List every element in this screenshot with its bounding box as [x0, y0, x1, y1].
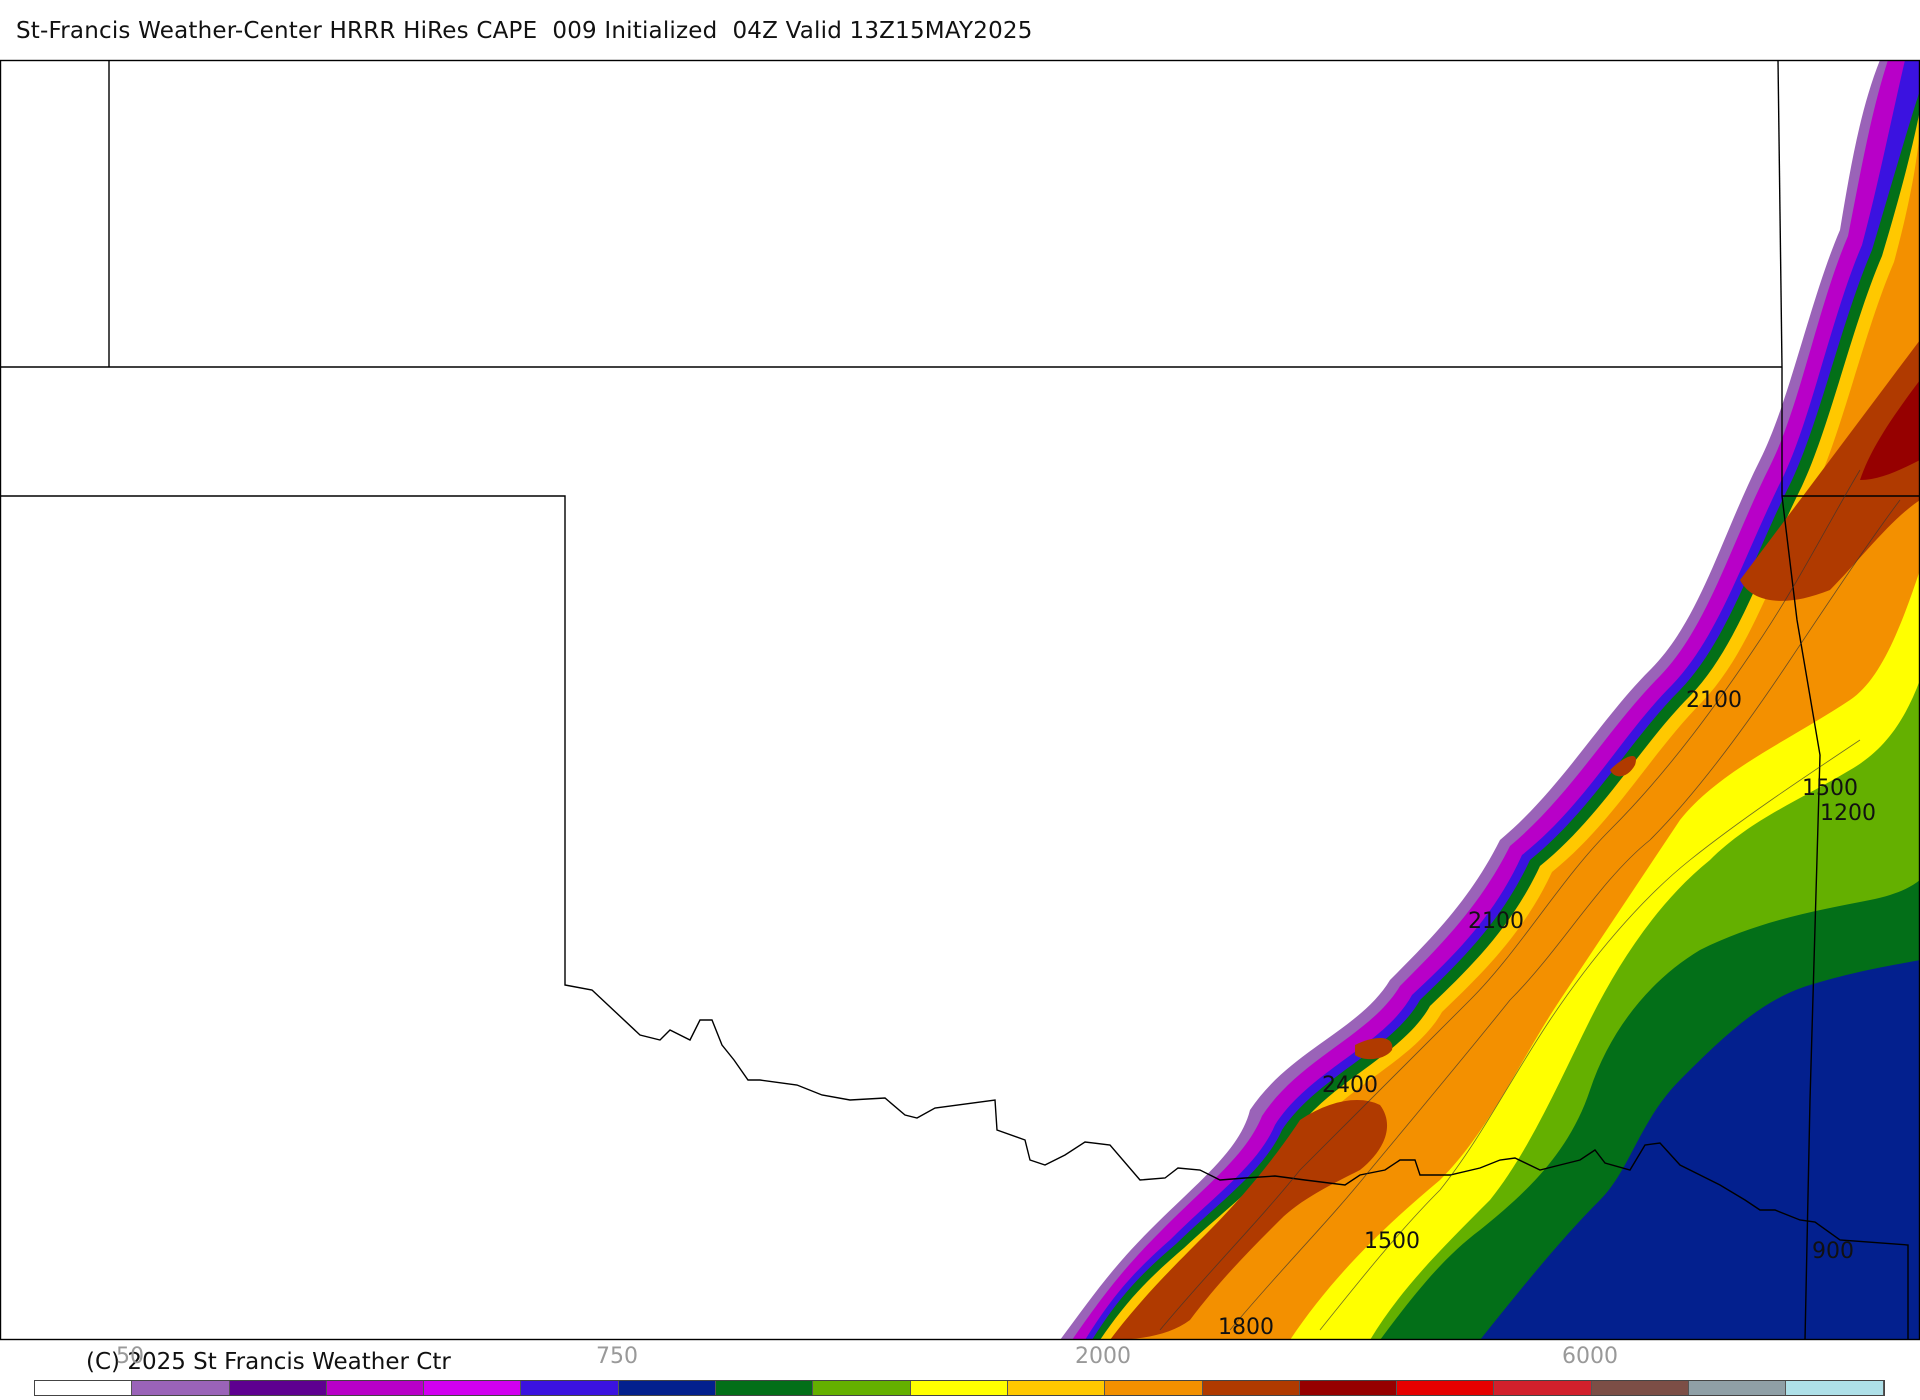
- contour-label-2100-mid: 2100: [1468, 909, 1524, 934]
- colorbar-tick-50: 50: [116, 1344, 144, 1369]
- max-small: [1610, 755, 1636, 777]
- contour-label-1800: 1800: [1218, 1315, 1274, 1340]
- contour-labels: 2100 1500 1200 2100 2400 1500 900 1800: [1218, 688, 1876, 1340]
- max-south: [1110, 1100, 1388, 1340]
- cape-shading: [1060, 60, 1920, 1340]
- map-title: St-Francis Weather-Center HRRR HiRes CAP…: [16, 18, 1033, 44]
- contour-label-900: 900: [1812, 1239, 1854, 1264]
- colorbar-swatch-7: [716, 1381, 814, 1395]
- colorbar-swatch-14: [1397, 1381, 1495, 1395]
- max-mid: [1355, 1038, 1393, 1060]
- colorbar-tick-750: 750: [596, 1344, 638, 1369]
- colorbar-swatch-9: [910, 1381, 1008, 1395]
- colorbar-tick-2000: 2000: [1075, 1344, 1131, 1369]
- contour-label-2400: 2400: [1322, 1073, 1378, 1098]
- colorbar-swatch-15: [1494, 1381, 1592, 1395]
- copyright-text: (C) 2025 St Francis Weather Ctr: [86, 1349, 451, 1375]
- state-line-panhandle: [0, 495, 1909, 1340]
- state-line-east: [1781, 367, 1821, 1341]
- colorbar-swatch-16: [1591, 1381, 1690, 1395]
- colorbar-swatch-8: [813, 1381, 911, 1395]
- max-north: [1740, 340, 1920, 601]
- contour-label-1500-south: 1500: [1364, 1229, 1420, 1254]
- band-blue: [1480, 960, 1920, 1340]
- colorbar-swatch-4: [424, 1381, 522, 1395]
- colorbar-swatch-12: [1202, 1381, 1300, 1395]
- cape-colorbar: [34, 1380, 1885, 1396]
- colorbar-swatch-6: [618, 1381, 717, 1395]
- colorbar-swatch-1: [132, 1381, 230, 1395]
- contour-lines: [1159, 469, 1901, 1331]
- contour-label-2100-north: 2100: [1686, 688, 1742, 713]
- colorbar-swatch-18: [1786, 1381, 1884, 1395]
- colorbar-swatch-0: [35, 1381, 133, 1395]
- contour-label-1500-east: 1500: [1802, 776, 1858, 801]
- colorbar-swatch-2: [229, 1381, 327, 1395]
- max-north-core: [1860, 380, 1920, 480]
- colorbar-swatch-10: [1007, 1381, 1106, 1395]
- colorbar-swatch-5: [521, 1381, 619, 1395]
- colorbar-swatch-17: [1689, 1381, 1787, 1395]
- contour-label-1200-east: 1200: [1820, 801, 1876, 826]
- colorbar-swatch-13: [1299, 1381, 1398, 1395]
- state-line-east-upper: [1777, 59, 1783, 368]
- colorbar-tick-6000: 6000: [1562, 1344, 1618, 1369]
- colorbar-swatch-3: [326, 1381, 425, 1395]
- boundaries: [0, 59, 1920, 1341]
- colorbar-swatch-11: [1105, 1381, 1203, 1395]
